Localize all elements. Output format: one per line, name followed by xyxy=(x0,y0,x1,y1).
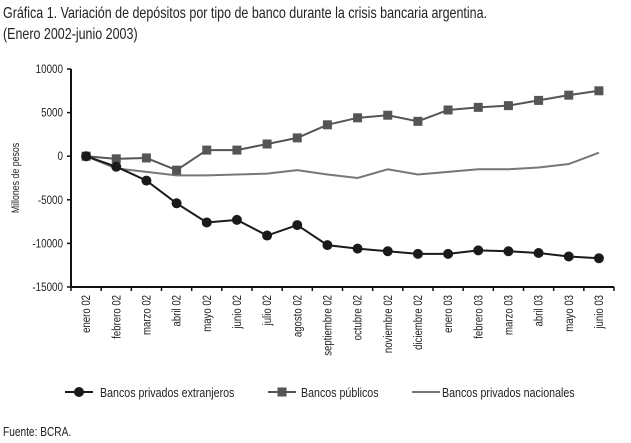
data-point-square xyxy=(202,145,212,155)
legend-circle-marker xyxy=(74,387,84,397)
title-line-1: Gráfica 1. Variación de depósitos por ti… xyxy=(3,5,488,22)
y-axis-label: Millones de pesos xyxy=(10,143,22,213)
x-tick-label: marzo 03 xyxy=(502,295,515,335)
data-point-circle xyxy=(412,248,423,259)
title-line-2: (Enero 2002-junio 2003) xyxy=(3,26,138,43)
data-point-square xyxy=(383,110,393,120)
data-point-circle xyxy=(443,248,454,259)
data-point-circle xyxy=(352,243,363,254)
data-point-circle xyxy=(382,246,393,257)
data-point-square xyxy=(322,120,332,130)
x-tick-label: julio 02 xyxy=(261,295,274,326)
data-point-circle xyxy=(141,175,152,186)
data-point-square xyxy=(594,86,604,96)
data-point-square xyxy=(534,95,544,105)
x-tick-label: diciembre 02 xyxy=(412,295,425,350)
data-point-square xyxy=(292,133,302,143)
data-point-circle xyxy=(563,251,574,262)
x-tick-label: febrero 02 xyxy=(110,295,123,339)
data-point-circle xyxy=(292,220,303,231)
x-tick-label: mayo 02 xyxy=(201,295,214,332)
x-tick-label: abril 02 xyxy=(171,295,184,326)
data-point-circle xyxy=(473,245,484,256)
data-point-circle xyxy=(81,151,92,162)
y-tick-label: -10000 xyxy=(32,238,63,251)
chart-title: Gráfica 1. Variación de depósitos por ti… xyxy=(3,3,624,45)
data-point-square xyxy=(443,105,453,115)
x-tick-label: agosto 02 xyxy=(291,295,304,337)
source-note: Fuente: BCRA. xyxy=(3,424,72,439)
data-point-square xyxy=(262,139,272,149)
y-tick-label: 0 xyxy=(58,150,63,163)
x-tick-label: abril 03 xyxy=(533,295,546,326)
x-tick-label: marzo 02 xyxy=(140,295,153,335)
series-line-0 xyxy=(85,155,599,260)
y-tick-label: -15000 xyxy=(32,281,63,294)
data-point-square xyxy=(473,102,483,112)
x-tick-label: septiembre 02 xyxy=(321,295,334,356)
series-line-1 xyxy=(85,89,600,172)
x-tick-label: enero 02 xyxy=(80,295,93,333)
y-tick-label: -5000 xyxy=(38,194,63,207)
data-point-square xyxy=(413,116,423,126)
data-point-square xyxy=(111,154,121,164)
legend-label: Bancos privados extranjeros xyxy=(100,385,234,400)
data-point-circle xyxy=(533,247,544,258)
y-tick-label: 5000 xyxy=(41,107,63,120)
data-point-circle xyxy=(231,214,242,225)
data-point-circle xyxy=(171,198,182,209)
data-point-circle xyxy=(503,246,514,257)
series-line-2 xyxy=(85,151,600,180)
x-tick-label: octubre 02 xyxy=(352,295,365,340)
data-point-square xyxy=(353,113,363,123)
data-point-circle xyxy=(111,161,122,172)
x-tick-label: mayo 03 xyxy=(563,295,576,332)
data-point-square xyxy=(172,165,182,175)
x-tick-label: enero 03 xyxy=(442,295,455,333)
data-point-square xyxy=(232,145,242,155)
data-point-square xyxy=(564,90,574,100)
data-point-circle xyxy=(201,217,212,228)
legend-label: Bancos privados nacionales xyxy=(442,385,575,400)
legend-square-marker xyxy=(277,387,287,397)
data-point-circle xyxy=(593,253,604,264)
data-point-circle xyxy=(262,230,273,241)
x-tick-label: noviembre 02 xyxy=(382,295,395,353)
legend-label: Bancos públicos xyxy=(301,385,379,400)
x-tick-label: febrero 03 xyxy=(472,295,485,339)
x-tick-label: junio 02 xyxy=(231,295,244,329)
data-point-square xyxy=(141,153,151,163)
x-tick-label: junio 03 xyxy=(593,295,606,329)
data-point-square xyxy=(503,101,513,111)
data-point-circle xyxy=(322,240,333,251)
y-tick-label: 10000 xyxy=(36,63,63,76)
